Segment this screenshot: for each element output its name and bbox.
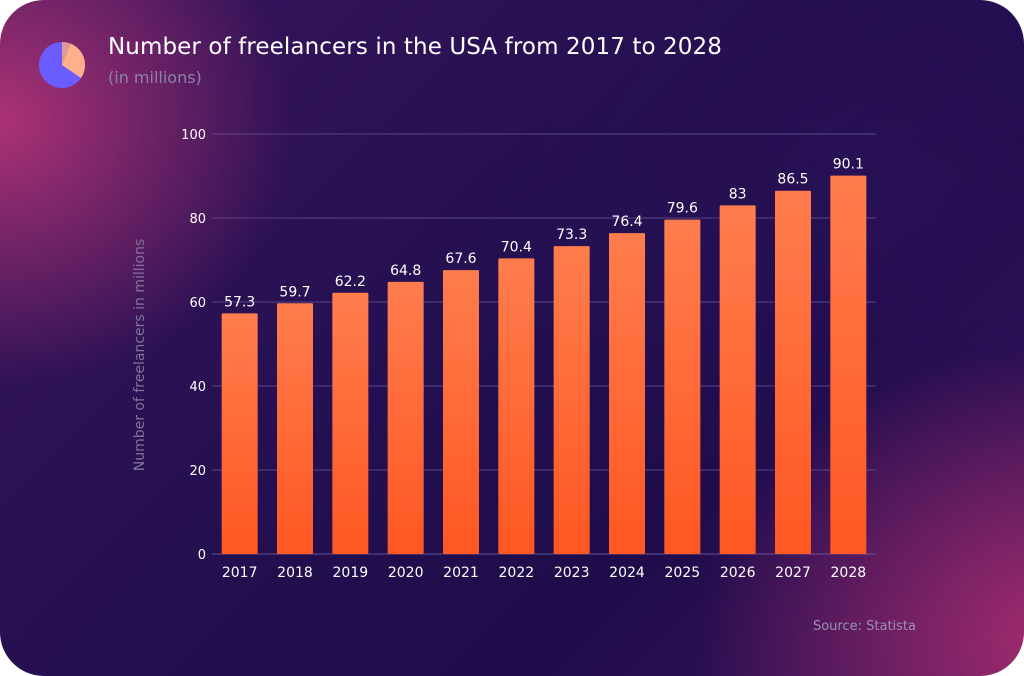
x-tick-label: 2019 bbox=[333, 565, 369, 581]
bar-2023 bbox=[553, 246, 590, 554]
x-tick-label: 2024 bbox=[609, 565, 645, 581]
x-tick-label: 2017 bbox=[222, 565, 258, 581]
data-label: 76.4 bbox=[611, 214, 642, 230]
bar-2022 bbox=[498, 258, 535, 554]
x-tick-label: 2028 bbox=[831, 565, 867, 581]
bar-2017 bbox=[221, 313, 258, 554]
x-tick-label: 2020 bbox=[388, 565, 424, 581]
y-axis-label: Number of freelancers in millions bbox=[132, 239, 148, 472]
bars bbox=[221, 175, 867, 554]
data-label: 70.4 bbox=[501, 239, 532, 255]
bar-2021 bbox=[443, 270, 479, 554]
bar-2019 bbox=[332, 292, 369, 554]
data-label: 86.5 bbox=[777, 172, 808, 188]
data-label: 57.3 bbox=[224, 294, 255, 310]
data-label: 83 bbox=[729, 186, 747, 202]
x-tick-label: 2025 bbox=[665, 565, 701, 581]
bar-2026 bbox=[719, 205, 756, 554]
x-tick-label: 2026 bbox=[720, 565, 756, 581]
y-tick-label: 100 bbox=[181, 128, 206, 143]
bar-2028 bbox=[830, 175, 867, 554]
pie-chart-icon bbox=[39, 41, 86, 88]
y-tick-label: 80 bbox=[189, 212, 206, 227]
bar-2018 bbox=[277, 303, 313, 554]
data-label: 64.8 bbox=[390, 263, 421, 279]
gridlines bbox=[212, 133, 876, 555]
source-note: Source: Statista bbox=[812, 619, 916, 634]
x-tick-label: 2027 bbox=[775, 565, 811, 581]
data-label: 62.2 bbox=[335, 274, 366, 290]
bar-2025 bbox=[664, 219, 701, 554]
chart-title: Number of freelancers in the USA from 20… bbox=[108, 34, 722, 60]
data-label: 79.6 bbox=[667, 201, 698, 217]
labels: 0 20 40 60 80 100 57.3 2017 59.7 2018 62.2 2019 64.8… bbox=[181, 128, 866, 581]
data-label: 67.6 bbox=[445, 251, 476, 267]
bar-2027 bbox=[775, 190, 811, 554]
y-tick-label: 40 bbox=[189, 380, 206, 395]
x-tick-label: 2022 bbox=[499, 565, 535, 581]
x-tick-label: 2018 bbox=[277, 565, 313, 581]
x-tick-label: 2023 bbox=[554, 565, 590, 581]
data-label: 73.3 bbox=[556, 227, 587, 243]
x-tick-label: 2021 bbox=[443, 565, 479, 581]
bar-2024 bbox=[609, 233, 645, 554]
chart-subtitle: (in millions) bbox=[108, 68, 202, 87]
data-label: 90.1 bbox=[833, 157, 864, 173]
y-tick-label: 60 bbox=[189, 296, 206, 311]
y-tick-label: 0 bbox=[198, 548, 206, 563]
data-label: 59.7 bbox=[279, 284, 310, 300]
bar-2020 bbox=[387, 281, 424, 554]
y-tick-label: 20 bbox=[189, 464, 206, 479]
